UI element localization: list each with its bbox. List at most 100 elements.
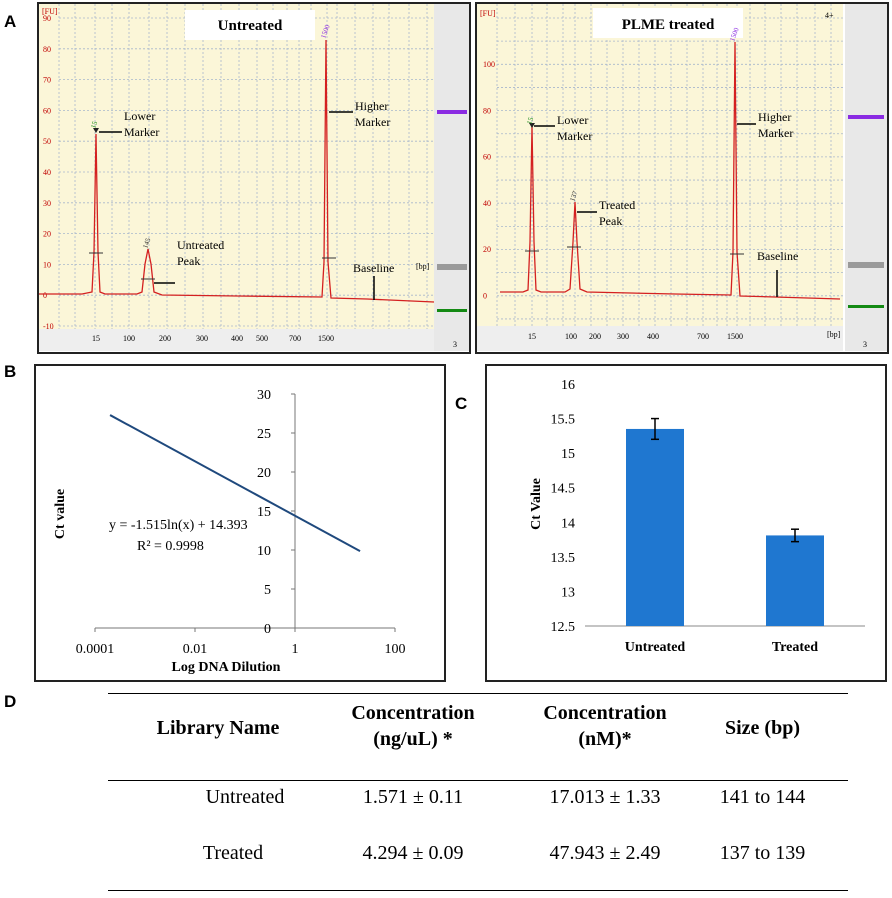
y-tick-label: 30 (43, 199, 51, 208)
y-tick-label: 15.5 (551, 413, 576, 428)
panel-letter-b: B (4, 362, 17, 381)
x-tick-label: Treated (772, 640, 818, 655)
peak-label-lower: 15 (525, 116, 535, 126)
x-axis-label: Log DNA Dilution (172, 660, 281, 675)
trace-line (500, 41, 841, 300)
y-tick-label: 15 (561, 447, 575, 462)
cell-conc-nm: 17.013 ± 1.33 (549, 786, 661, 808)
x-tick-label: 100 (565, 332, 577, 341)
bar-untreated (626, 428, 684, 626)
y-tick-label: 0 (264, 622, 271, 637)
gel-band-higher-marker (848, 115, 884, 119)
table-rule-bottom (108, 890, 848, 891)
y-tick-label: 10 (43, 260, 51, 269)
cell-conc-ngul: 1.571 ± 0.11 (362, 786, 464, 808)
annotation-higher-marker-2: Marker (758, 126, 793, 140)
gel-band-higher-marker (437, 110, 467, 114)
lane-number: 3 (863, 340, 867, 349)
annotation-lower-marker-2: Marker (124, 125, 159, 139)
y-axis-label: Ct Value (529, 478, 544, 530)
annotation-untreated-peak-1: Untreated (177, 238, 224, 252)
x-tick-label: 100 (385, 642, 406, 657)
y-tick-label: 5 (264, 583, 271, 598)
x-tick-label: 100 (123, 334, 135, 343)
y-axis-label: Ct value (53, 489, 68, 539)
panel-letter-d: D (4, 692, 17, 711)
x-tick-label: 1500 (318, 334, 334, 343)
annotation-higher-marker-2: Marker (355, 115, 390, 129)
bar-treated (766, 535, 824, 626)
x-tick-label: 500 (256, 334, 268, 343)
y-tick-label: 60 (483, 153, 491, 162)
y-tick-label: 16 (561, 378, 575, 393)
gel-band-sample (848, 262, 884, 268)
y-tick-label: 70 (43, 76, 51, 85)
x-tick-label: 1 (292, 642, 299, 657)
y-tick-label: 0 (43, 291, 47, 300)
gel-band-sample (437, 264, 467, 270)
header-concentration-nm: Concentration (nM)* (543, 702, 667, 750)
header-size: Size (bp) (725, 717, 800, 739)
x-tick-label: 15 (528, 332, 536, 341)
chart-c-ct-bar: 12.5 13 13.5 14 14.5 15 15.5 16 Untreated Treated… (485, 364, 887, 682)
y-tick-label: 10 (257, 544, 271, 559)
electropherogram-title: PLME treated (622, 17, 715, 33)
regression-equation: y = -1.515ln(x) + 14.393 (109, 518, 248, 533)
y-tick-label: 20 (257, 466, 271, 481)
annotation-treated-peak-1: Treated (599, 198, 635, 212)
chart-b-standard-curve: 0 5 10 15 20 25 30 0.0001 0.01 1 100 y = -1.515ln(… (34, 364, 446, 682)
fu-label: [FU] (480, 9, 496, 18)
x-tick-label: Untreated (625, 640, 686, 655)
electropherogram-title: Untreated (218, 18, 283, 34)
x-tick-label: 0.0001 (76, 642, 115, 657)
trace-line (39, 39, 435, 303)
y-tick-label: 80 (43, 45, 51, 54)
peak-label-lower: 15 (89, 120, 99, 130)
cell-size: 141 to 144 (719, 786, 806, 808)
panel-letter-c: C (455, 394, 468, 413)
y-tick-label: 100 (483, 60, 495, 69)
cell-conc-nm: 47.943 ± 2.49 (549, 842, 661, 864)
peak-label-sample: 137 (568, 189, 579, 202)
x-tick-label: 300 (617, 332, 629, 341)
y-tick-label: 50 (43, 137, 51, 146)
y-tick-label: 60 (43, 106, 51, 115)
r-squared: R² = 0.9998 (137, 539, 204, 554)
header-library-name: Library Name (156, 717, 280, 739)
x-tick-label: 700 (289, 334, 301, 343)
y-tick-label: 40 (483, 199, 491, 208)
x-tick-label: 0.01 (183, 642, 208, 657)
table-rule-top (108, 693, 848, 694)
bp-label: [bp] (416, 262, 430, 271)
x-tick-label: 300 (196, 334, 208, 343)
y-tick-label: 80 (483, 106, 491, 115)
bp-label: [bp] (827, 330, 841, 339)
y-tick-label: 14.5 (551, 482, 576, 497)
annotation-treated-peak-2: Peak (599, 214, 622, 228)
gel-band-lower-marker (848, 305, 884, 308)
annotation-baseline: Baseline (353, 261, 394, 275)
annotation-lower-marker-1: Lower (124, 109, 155, 123)
cell-library: Untreated (205, 786, 285, 808)
y-tick-label: -10 (43, 322, 54, 331)
header-concentration-ngul: Concentration (ng/uL) * (351, 702, 475, 750)
fu-label: [FU] (42, 7, 58, 16)
annotation-higher-marker-1: Higher (355, 99, 388, 113)
y-tick-label: 13 (561, 585, 575, 600)
x-tick-label: 200 (589, 332, 601, 341)
y-tick-label: 30 (257, 388, 271, 403)
lane-number: 3 (453, 340, 457, 349)
y-tick-label: 20 (483, 245, 491, 254)
y-tick-label: 0 (483, 292, 487, 301)
cell-library: Treated (202, 842, 264, 864)
cell-conc-ngul: 4.294 ± 0.09 (362, 842, 464, 864)
y-tick-label: 12.5 (551, 620, 576, 635)
x-tick-label: 200 (159, 334, 171, 343)
x-tick-label: 15 (92, 334, 100, 343)
annotation-untreated-peak-2: Peak (177, 254, 200, 268)
y-tick-label: 13.5 (551, 551, 576, 566)
annotation-lower-marker-2: Marker (557, 129, 592, 143)
corner-label: 4+ (825, 11, 834, 20)
